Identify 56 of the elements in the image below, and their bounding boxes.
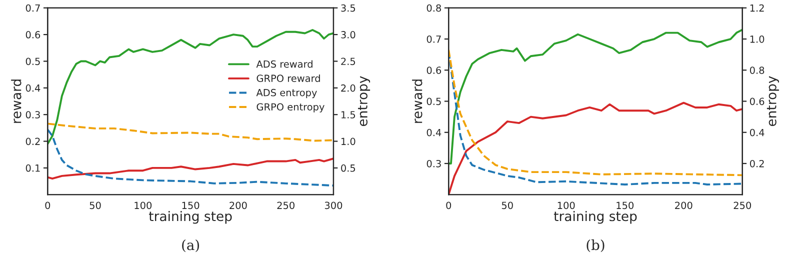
y-tick-label: 0.5 [26,58,40,66]
y2-tick-label: 1.0 [750,35,764,43]
x-tick-label: 250 [734,202,752,210]
legend-label: ADS entropy [256,88,317,98]
x-tick-label: 200 [675,202,692,210]
y-tick-label: 0.6 [426,66,442,74]
y2-tick-label: 2.5 [341,58,356,66]
line-series [48,29,334,145]
line-series [48,158,334,180]
text: (a) [182,239,200,252]
x-tick-label: 200 [230,202,247,210]
text: (b) [586,239,604,252]
y-axis-title: reward [11,80,22,123]
x-axis-title: training step [148,210,232,224]
x-tick-label: 300 [324,202,342,210]
y2-tick-label: 1.0 [341,138,356,146]
legend-label: GRPO entropy [256,103,324,112]
x-tick-label: 100 [134,202,152,210]
x-tick-label: 150 [182,202,200,210]
y2-tick-label: 2.0 [341,84,356,92]
x-tick-label: 250 [277,202,294,210]
y-axis-title: reward [412,80,422,123]
y2-tick-label: 0.5 [341,164,356,172]
y2-tick-label: 3.0 [341,31,356,38]
line-series [448,28,742,164]
x-tick-label: 50 [502,202,513,210]
y2-tick-label: 0.4 [750,128,764,136]
y-tick-label: 0.3 [426,160,441,168]
y2-axis-title: entropy [358,76,370,126]
x-tick-label: 50 [90,202,101,210]
y2-tick-label: 0.6 [750,98,764,106]
legend-label: ADS reward [256,60,312,68]
y-tick-label: 0.3 [26,111,40,118]
y-tick-label: 0.2 [26,138,40,146]
y-tick-label: 0.1 [26,164,40,172]
x-tick-label: 100 [558,202,575,210]
y-tick-label: 0.7 [426,35,441,43]
y-tick-label: 0.5 [426,98,441,106]
y-tick-label: 0.8 [426,4,441,12]
y-tick-label: 0.7 [26,4,40,12]
x-axis-title: training step [554,210,637,224]
y-tick-label: 0.6 [26,31,40,38]
y2-tick-label: 0.8 [750,66,764,74]
line-series [48,128,334,187]
x-tick-label: 0 [446,202,452,210]
line-series [48,122,334,142]
y-tick-label: 0.4 [426,128,442,136]
legend-label: GRPO reward [256,74,320,82]
y2-tick-label: 1.5 [341,111,356,118]
x-tick-label: 0 [45,202,50,210]
y2-axis-title: entropy [766,76,779,126]
y-tick-label: 0.4 [26,84,40,92]
y2-tick-label: 0.2 [750,160,764,168]
x-tick-label: 150 [616,202,634,210]
y2-tick-label: 3.5 [341,4,356,12]
y2-tick-label: 1.2 [750,4,764,12]
